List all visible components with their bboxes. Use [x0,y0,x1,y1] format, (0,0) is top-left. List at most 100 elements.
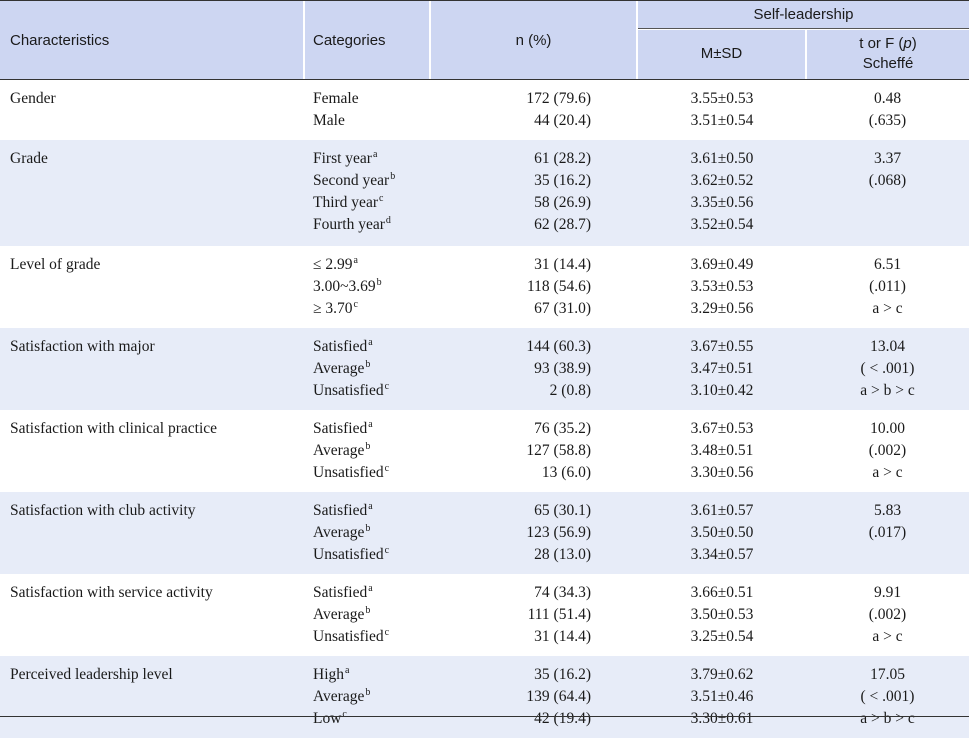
table-row-msd: 3.25±0.54 [638,626,806,648]
table-row-n: 2 (0.8) [430,380,591,402]
msd-text: 3.47±0.51 [690,360,754,377]
n-text: 31 (14.4) [534,628,591,645]
stat-text: a > b > c [860,382,915,399]
n-text: 93 (38.9) [534,360,591,377]
category-superscript: c [342,709,347,720]
table-row-n: 93 (38.9) [430,358,591,380]
statistic-cell: 9.91 (.002) a > c [806,582,969,648]
table-row-group: Satisfaction with major Satisfieda Average… [0,328,969,410]
table-row-n: 58 (26.9) [430,192,591,214]
n-percent-cell: 76 (35.2) 127 (58.8) 13 (6.0) [430,418,591,484]
msd-cell: 3.61±0.57 3.50±0.50 3.34±0.57 [638,500,806,566]
statistic-cell: 5.83 (.017) [806,500,969,566]
table-row-stat: 13.04 [806,336,969,358]
category-superscript: b [365,605,371,616]
table-row-n: 76 (35.2) [430,418,591,440]
table-row-stat: a > b > c [806,380,969,402]
table-row-n: 144 (60.3) [430,336,591,358]
msd-text: 3.69±0.49 [690,256,754,273]
table-row-msd: 3.55±0.53 [638,88,806,110]
n-text: 42 (19.4) [534,710,591,727]
header-categories: Categories [313,32,386,49]
category-superscript: a [368,419,373,430]
table-row-msd: 3.52±0.54 [638,214,806,236]
n-text: 139 (64.4) [526,688,591,705]
n-text: 28 (13.0) [534,546,591,563]
stat-text: 0.48 [873,90,902,107]
statistic-cell: 0.48 (.635) [806,88,969,132]
n-percent-cell: 74 (34.3) 111 (51.4) 31 (14.4) [430,582,591,648]
msd-cell: 3.66±0.51 3.50±0.53 3.25±0.54 [638,582,806,648]
stat-text: (.002) [868,606,907,623]
msd-text: 3.25±0.54 [690,628,754,645]
characteristic-label: Grade [10,150,48,167]
header-divider [638,28,969,29]
msd-text: 3.30±0.56 [690,464,754,481]
table-row-category: Unsatisfiedc [313,462,389,484]
table-row-n: 31 (14.4) [430,254,591,276]
msd-text: 3.62±0.52 [690,172,754,189]
msd-text: 3.67±0.53 [690,420,754,437]
stat-text: a > c [872,628,903,645]
table-row-stat [806,192,969,214]
table-row-stat: ( < .001) [806,358,969,380]
msd-text: 3.67±0.55 [690,338,754,355]
table-row-category: Satisfieda [313,500,389,522]
msd-text: 3.29±0.56 [690,300,754,317]
category-text: Unsatisfied [313,628,384,645]
table-row-category: Satisfieda [313,418,389,440]
msd-cell: 3.61±0.50 3.62±0.52 3.35±0.56 3.52±0.54 [638,148,806,236]
table-row-category: Averageb [313,604,389,626]
table-row-msd: 3.10±0.42 [638,380,806,402]
header-scheffe: Scheffé [862,55,914,72]
category-text: Female [313,90,359,107]
category-superscript: c [384,463,390,474]
table-row-msd: 3.35±0.56 [638,192,806,214]
stat-text: 9.91 [873,584,902,601]
table-row-stat: (.635) [806,110,969,132]
category-superscript: a [368,501,373,512]
category-superscript: d [385,215,391,226]
table-row-msd: 3.47±0.51 [638,358,806,380]
msd-text: 3.66±0.51 [690,584,754,601]
category-superscript: a [368,583,373,594]
n-text: 76 (35.2) [534,420,591,437]
n-text: 144 (60.3) [526,338,591,355]
n-text: 44 (20.4) [534,112,591,129]
table-row-msd: 3.69±0.49 [638,254,806,276]
header-characteristics: Characteristics [10,32,110,49]
table-row-stat: 6.51 [806,254,969,276]
category-superscript: b [390,171,396,182]
stat-text: (.635) [868,112,907,129]
table-row-msd: 3.30±0.61 [638,708,806,730]
category-cell: Satisfieda Averageb Unsatisfiedc [313,336,389,402]
table-row-category: Female [313,88,359,110]
table-row-msd: 3.61±0.50 [638,148,806,170]
n-text: 62 (28.7) [534,216,591,233]
msd-text: 3.61±0.50 [690,150,754,167]
stat-text: 6.51 [873,256,902,273]
table-row-group: Satisfaction with service activity Satisf… [0,574,969,656]
table-row-group: Gender Female Male 172 (79.6) 44 (20.4) 3.55±… [0,80,969,140]
category-cell: Satisfieda Averageb Unsatisfiedc [313,582,389,648]
n-text: 67 (31.0) [534,300,591,317]
characteristic-label: Satisfaction with service activity [10,584,213,601]
category-text: Second year [313,172,390,189]
category-superscript: c [384,381,390,392]
msd-text: 3.53±0.53 [690,278,754,295]
category-cell: Satisfieda Averageb Unsatisfiedc [313,418,389,484]
category-superscript: c [378,193,384,204]
statistic-cell: 3.37 (.068) [806,148,969,236]
table-row-category: Unsatisfiedc [313,380,389,402]
msd-cell: 3.67±0.55 3.47±0.51 3.10±0.42 [638,336,806,402]
table-row-stat: 9.91 [806,582,969,604]
stat-text: (.011) [869,278,906,295]
header-cell-categories: Categories [305,0,429,79]
table-row-category: Third yearc [313,192,395,214]
msd-text: 3.51±0.46 [690,688,754,705]
n-text: 118 (54.6) [527,278,591,295]
header-cell-n: n (%) [431,0,636,79]
n-text: 172 (79.6) [526,90,591,107]
table-row-n: 111 (51.4) [430,604,591,626]
table-row-n: 35 (16.2) [430,664,591,686]
